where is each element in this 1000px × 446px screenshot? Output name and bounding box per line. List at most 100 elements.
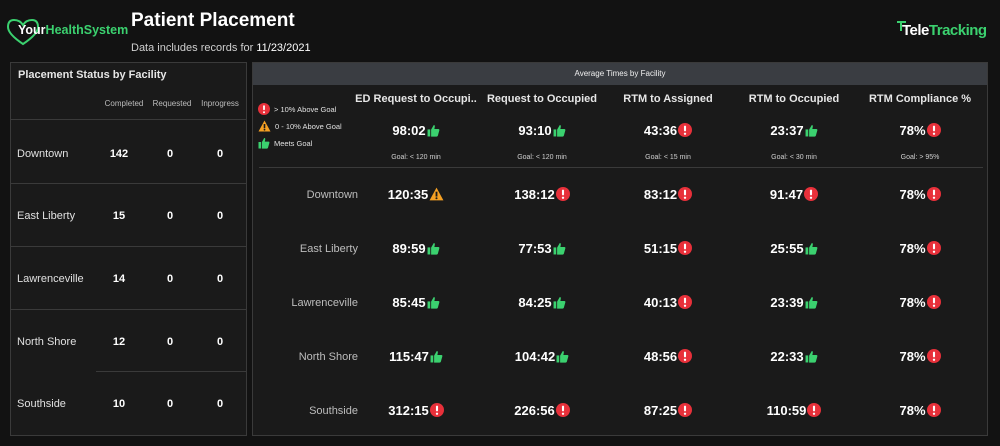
green-thumbs-up-icon xyxy=(427,296,440,312)
time-cell: 78% xyxy=(857,187,983,204)
facility-name: Downtown xyxy=(306,189,358,201)
facility-name: Lawrenceville xyxy=(291,297,358,309)
red-alert-icon xyxy=(926,349,941,366)
time-value: 115:47 xyxy=(389,349,429,364)
column-header-completed: Completed xyxy=(104,99,144,108)
legend-label: 0 - 10% Above Goal xyxy=(275,121,342,131)
page-subtitle: Data includes records for 11/23/2021 xyxy=(131,42,311,54)
time-value: 78% xyxy=(899,241,926,256)
red-alert-icon xyxy=(555,187,570,204)
time-cell: 115:47 xyxy=(353,349,479,366)
completed-count: 10 xyxy=(112,398,126,410)
metric-average: 23:37 xyxy=(731,123,857,140)
metric-average: 93:10 xyxy=(479,123,605,140)
red-alert-icon xyxy=(926,403,941,420)
time-cell: 22:33 xyxy=(731,349,857,366)
time-cell: 312:15 xyxy=(353,403,479,420)
inprogress-count: 0 xyxy=(216,398,224,410)
time-value: 22:33 xyxy=(770,349,804,364)
metric-average: 98:02 xyxy=(353,123,479,140)
facility-row: Southside 10 0 0 xyxy=(11,372,246,436)
red-alert-icon xyxy=(926,295,941,312)
time-value: 40:13 xyxy=(643,295,678,310)
row-divider xyxy=(259,167,983,168)
time-cell: 78% xyxy=(857,295,983,312)
time-cell: 104:42 xyxy=(479,349,605,366)
metric-average-value: 98:02 xyxy=(392,123,426,138)
green-thumbs-up-icon xyxy=(553,124,566,140)
time-cell: 25:55 xyxy=(731,241,857,258)
completed-count: 142 xyxy=(109,148,129,160)
time-cell: 77:53 xyxy=(479,241,605,258)
time-value: 104:42 xyxy=(514,349,556,364)
red-alert-icon xyxy=(926,187,941,204)
time-cell: 23:39 xyxy=(731,295,857,312)
column-header-inprogress: Inprogress xyxy=(201,99,239,108)
requested-count: 0 xyxy=(166,398,174,410)
time-cell: 87:25 xyxy=(605,403,731,420)
metric-header: Request to Occupied xyxy=(486,93,598,105)
metric-header: RTM to Occupied xyxy=(748,93,840,105)
time-value: 85:45 xyxy=(392,295,426,310)
time-cell: 91:47 xyxy=(731,187,857,204)
completed-count: 12 xyxy=(112,336,126,348)
logo-text-tele: Tele xyxy=(902,22,929,39)
red-alert-icon xyxy=(678,403,693,420)
facility-name: North Shore xyxy=(298,351,358,363)
requested-count: 0 xyxy=(166,148,174,160)
time-value: 48:56 xyxy=(643,349,678,364)
red-alert-icon xyxy=(678,349,693,366)
time-cell: 78% xyxy=(857,403,983,420)
teletracking-mark-icon xyxy=(897,21,906,31)
green-thumbs-up-icon xyxy=(430,350,443,366)
red-alert-icon xyxy=(804,187,819,204)
facility-name: Lawrenceville xyxy=(17,273,84,285)
metric-header: ED Request to Occupi.. xyxy=(355,93,477,105)
facility-name: North Shore xyxy=(17,336,77,348)
facility-name: East Liberty xyxy=(17,210,76,222)
time-value: 51:15 xyxy=(643,241,678,256)
facility-row: East Liberty 15 0 0 xyxy=(11,183,246,247)
time-value: 91:47 xyxy=(769,187,804,202)
facility-row: North Shore 12 0 0 xyxy=(11,309,246,373)
green-thumbs-up-icon xyxy=(553,296,566,312)
facility-row: Downtown 142 0 0 xyxy=(11,119,246,183)
time-cell: 85:45 xyxy=(353,295,479,312)
time-value: 83:12 xyxy=(643,187,678,202)
metric-average-value: 78% xyxy=(899,123,926,138)
red-alert-icon xyxy=(926,241,941,258)
time-value: 23:39 xyxy=(770,295,804,310)
average-times-panel: Average Times by Facility > 10% Above Go… xyxy=(252,62,988,436)
metric-header: RTM to Assigned xyxy=(623,93,713,105)
metric-goal: Goal: < 15 min xyxy=(645,154,691,161)
red-alert-icon xyxy=(678,295,693,312)
time-cell: 78% xyxy=(857,241,983,258)
metric-average-value: 23:37 xyxy=(770,123,804,138)
time-cell: 51:15 xyxy=(605,241,731,258)
time-value: 110:59 xyxy=(766,403,807,418)
metric-average: 43:36 xyxy=(605,123,731,140)
teletracking-logo: TeleTracking xyxy=(896,20,996,44)
red-alert-icon xyxy=(429,403,444,420)
legend-item-near-goal: 0 - 10% Above Goal xyxy=(257,120,342,134)
time-value: 78% xyxy=(899,403,926,418)
requested-count: 0 xyxy=(166,273,174,285)
time-cell: 84:25 xyxy=(479,295,605,312)
metric-goal: Goal: > 95% xyxy=(900,154,940,161)
facility-name: Southside xyxy=(17,398,66,410)
metric-average-value: 43:36 xyxy=(643,123,678,138)
green-thumbs-up-icon xyxy=(258,137,270,151)
facility-name: Downtown xyxy=(17,148,69,160)
metric-goal: Goal: < 120 min xyxy=(517,154,567,161)
page-title: Patient Placement xyxy=(131,10,295,31)
logo-text-tracking: Tracking xyxy=(928,22,987,39)
green-thumbs-up-icon xyxy=(427,124,440,140)
average-times-title: Average Times by Facility xyxy=(253,63,987,85)
time-value: 84:25 xyxy=(518,295,552,310)
time-value: 87:25 xyxy=(643,403,678,418)
subtitle-prefix: Data includes records for xyxy=(131,42,257,54)
metric-average: 78% xyxy=(857,123,983,140)
facility-name: East Liberty xyxy=(299,243,358,255)
red-alert-icon xyxy=(926,123,941,140)
red-alert-icon xyxy=(678,187,693,204)
